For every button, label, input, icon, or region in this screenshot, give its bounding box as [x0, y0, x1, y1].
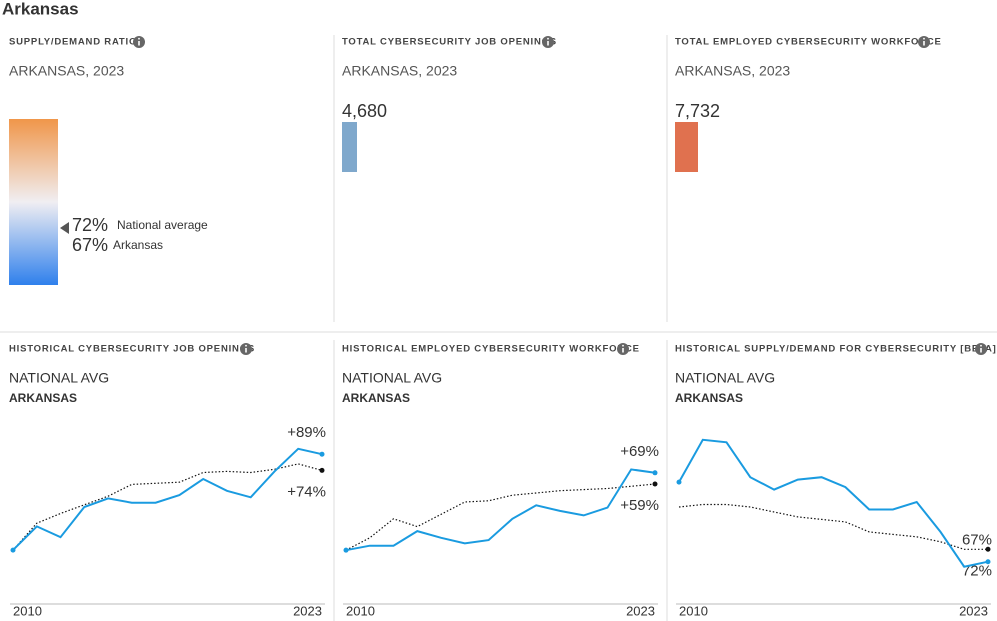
x-tick-label: 2023	[626, 603, 655, 618]
state-value: 67%	[72, 235, 108, 255]
legend-entry: ARKANSAS	[342, 391, 410, 405]
panel-heading: TOTAL CYBERSECURITY JOB OPENINGS	[342, 37, 557, 48]
value-label: 7,732	[675, 101, 720, 121]
series-line	[345, 468, 656, 552]
legend-entry: ARKANSAS	[9, 391, 77, 405]
end-label: +89%	[287, 424, 326, 441]
end-point	[319, 467, 325, 473]
end-point	[652, 481, 658, 487]
start-point	[343, 547, 349, 553]
legend-entry: NATIONAL AVG	[9, 370, 109, 386]
end-label: 67%	[962, 532, 992, 549]
legend-entry: NATIONAL AVG	[342, 370, 442, 386]
series-line	[678, 438, 989, 568]
series-line	[678, 503, 988, 550]
panel-subtitle: ARKANSAS, 2023	[9, 63, 124, 79]
value-bar	[675, 122, 698, 172]
value-bar	[342, 122, 357, 172]
x-tick-label: 2023	[959, 603, 988, 618]
ratio-gauge	[9, 119, 58, 285]
page-title: Arkansas	[2, 0, 79, 18]
x-tick-label: 2010	[346, 603, 375, 618]
national-marker	[60, 222, 69, 234]
legend-entry: NATIONAL AVG	[675, 370, 775, 386]
chart-title: HISTORICAL CYBERSECURITY JOB OPENINGS	[9, 344, 255, 355]
end-label: +59%	[620, 497, 659, 514]
x-tick-label: 2023	[293, 603, 322, 618]
x-tick-label: 2010	[679, 603, 708, 618]
end-point	[985, 559, 991, 565]
info-icon	[622, 344, 624, 347]
panel-subtitle: ARKANSAS, 2023	[342, 63, 457, 79]
end-point	[985, 546, 991, 552]
panel-heading: SUPPLY/DEMAND RATIO	[9, 37, 137, 48]
national-value: 72%	[72, 215, 108, 235]
x-tick-label: 2010	[13, 603, 42, 618]
series-line	[345, 483, 656, 551]
panel-heading: TOTAL EMPLOYED CYBERSECURITY WORKFORCE	[675, 37, 942, 48]
info-icon	[138, 37, 140, 40]
national-name: National average	[117, 218, 208, 232]
end-label: +74%	[287, 483, 326, 500]
end-point	[652, 470, 658, 476]
panel-subtitle: ARKANSAS, 2023	[675, 63, 790, 79]
chart-title: HISTORICAL SUPPLY/DEMAND FOR CYBERSECURI…	[675, 344, 997, 355]
start-point	[10, 547, 16, 553]
end-label: +69%	[620, 443, 659, 460]
start-point	[676, 479, 682, 485]
legend-entry: ARKANSAS	[675, 391, 743, 405]
info-icon	[980, 344, 982, 347]
info-icon	[245, 344, 247, 347]
info-icon	[923, 37, 925, 40]
value-label: 4,680	[342, 101, 387, 121]
chart-title: HISTORICAL EMPLOYED CYBERSECURITY WORKFO…	[342, 344, 640, 355]
state-name: Arkansas	[113, 238, 163, 252]
series-line	[12, 447, 323, 551]
end-point	[319, 451, 325, 457]
info-icon	[547, 37, 549, 40]
